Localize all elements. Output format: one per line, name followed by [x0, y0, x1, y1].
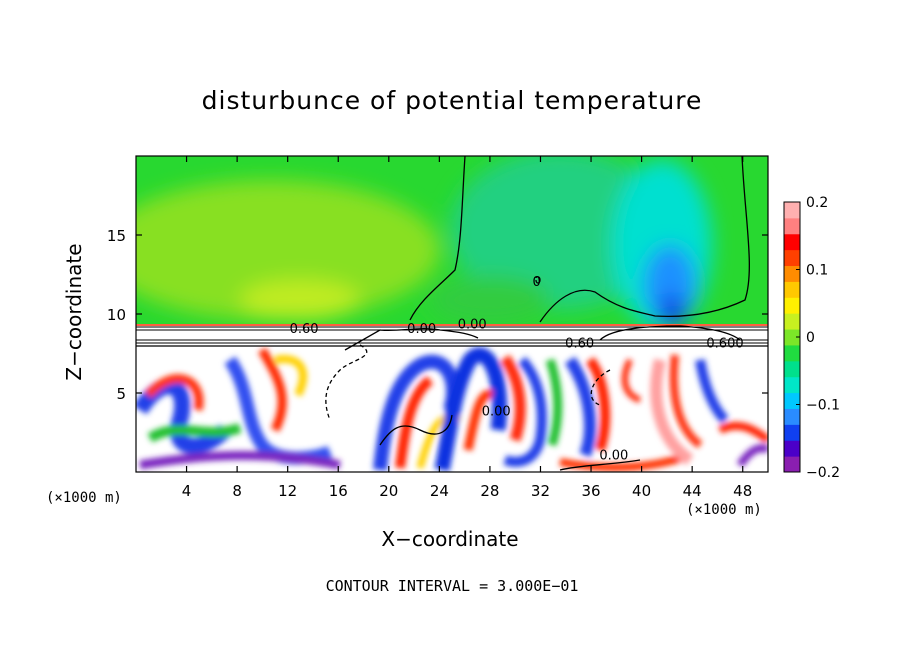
colorbar-swatch: [784, 217, 800, 235]
eddy-band: [463, 389, 494, 451]
colorbar-swatch: [784, 281, 800, 298]
contour-line: [409, 156, 466, 321]
contour-line: [535, 276, 541, 284]
contour-line: [539, 156, 750, 323]
colorbar-tick-label: −0.1: [806, 398, 840, 414]
eddy-band: [621, 358, 642, 403]
contour-interval-note: CONTOUR INTERVAL = 3.000E−01: [325, 577, 579, 595]
eddy-band: [669, 354, 703, 449]
x-unit-label-right: (×1000 m): [686, 502, 762, 518]
y-axis-ticks: 5 10 15: [107, 227, 768, 403]
colorbar-tick-label: 0.2: [806, 195, 828, 211]
eddy-band: [503, 356, 547, 467]
contour-line: [590, 369, 611, 406]
eddy-band: [434, 347, 508, 472]
contour-lines: [325, 156, 750, 471]
contour-line: [344, 327, 479, 351]
upper-yellowgreen-blob: [240, 280, 360, 320]
colorbar-swatch: [784, 202, 800, 219]
contour-line: [559, 459, 641, 471]
y-tick-label: 5: [116, 385, 126, 403]
eddy-band: [144, 374, 204, 412]
y-tick-label: 10: [107, 306, 126, 324]
x-axis-ticks: 4 8 12 16 20 24 28 32 36 40 44 48: [182, 156, 752, 500]
colorbar-tick-label: 0: [806, 330, 815, 346]
eddy-band: [274, 355, 307, 397]
x-tick-label: 48: [733, 482, 752, 500]
upper-green-blob: [430, 276, 550, 324]
x-unit-label: (×1000 m): [46, 490, 122, 506]
colorbar-swatch: [784, 408, 800, 425]
x-tick-label: 12: [278, 482, 297, 500]
eddy-band: [500, 354, 526, 442]
contour-line: [599, 325, 741, 341]
colorbar-tick-label: −0.2: [806, 465, 840, 481]
colorbar-swatch: [784, 233, 800, 251]
eddy-band: [258, 347, 287, 433]
x-tick-label: 20: [379, 482, 398, 500]
colorbar-swatch: [784, 392, 800, 409]
x-tick-label: 28: [480, 482, 499, 500]
eddy-band: [695, 359, 729, 424]
colorbar: 0.2 0.1 0 −0.1 −0.2: [783, 195, 840, 481]
contour-label: 0.600: [706, 336, 743, 351]
field-shading: [136, 156, 768, 472]
colorbar-swatch: [784, 456, 800, 473]
contour-label: 0.00: [599, 449, 628, 464]
contour-label: 0.00: [458, 317, 487, 332]
contour-label: 0.60: [565, 336, 594, 351]
contour-labels: 0.60 0.00 0.00 0.60 0.600 0.00 0.00 0: [290, 275, 744, 464]
eddy-band: [139, 451, 341, 470]
upper-yellowgreen-blob: [136, 180, 440, 320]
colorbar-swatch: [784, 329, 800, 346]
eddy-band: [564, 356, 596, 458]
x-tick-label: 44: [683, 482, 702, 500]
x-axis-label: X−coordinate: [381, 527, 519, 551]
contour-label: 0.60: [290, 322, 319, 337]
x-tick-label: 32: [531, 482, 550, 500]
contour-label: 0.00: [407, 322, 436, 337]
x-tick-label: 4: [182, 482, 192, 500]
eddy-band: [718, 421, 768, 444]
chart-title: disturbunce of potential temperature: [201, 86, 703, 115]
contour-label: 0.00: [482, 404, 511, 419]
x-tick-label: 40: [632, 482, 651, 500]
colorbar-swatch: [784, 424, 800, 441]
contour-label: 0: [533, 275, 541, 290]
x-tick-label: 24: [430, 482, 449, 500]
x-tick-label: 36: [581, 482, 600, 500]
colorbar-swatch: [784, 297, 800, 314]
colorbar-swatch: [784, 440, 800, 457]
eddy-band: [559, 451, 692, 472]
contour-line: [325, 344, 368, 421]
colorbar-swatch: [784, 313, 800, 330]
colorbar-swatch: [784, 249, 800, 267]
eddy-band: [736, 444, 768, 468]
eddy-band: [585, 357, 611, 452]
eddy-band: [395, 376, 434, 469]
eddy-band: [147, 423, 242, 443]
contour-line: [379, 414, 453, 446]
colorbar-swatch: [784, 344, 800, 362]
colorbar-tick-label: 0.1: [806, 263, 828, 279]
x-tick-label: 16: [329, 482, 348, 500]
colorbar-swatch: [784, 360, 800, 378]
colorbar-swatch: [784, 376, 800, 394]
eddy-band: [545, 358, 563, 447]
x-tick-label: 8: [232, 482, 242, 500]
y-tick-label: 15: [107, 227, 126, 245]
eddy-band: [650, 358, 694, 465]
upper-darkblue-blob: [658, 296, 686, 324]
colorbar-swatch: [784, 265, 800, 282]
